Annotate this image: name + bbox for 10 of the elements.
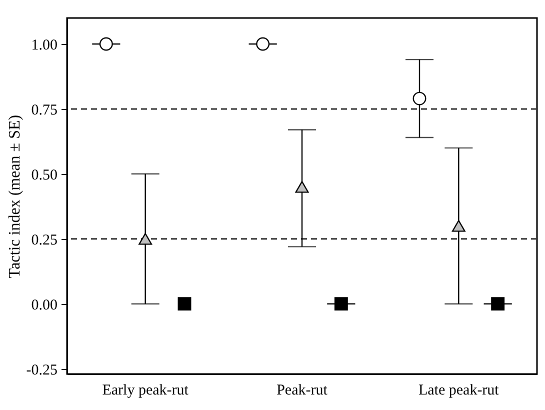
- y-tick-label: 0.00: [31, 297, 58, 314]
- y-tick-label: 1.00: [31, 37, 58, 54]
- x-tick-label: Late peak-rut: [418, 382, 500, 398]
- y-tick-label: 0.25: [31, 232, 58, 248]
- x-tick-label: Peak-rut: [276, 382, 328, 398]
- y-tick-label: 0.75: [31, 102, 58, 118]
- x-tick-label: Early peak-rut: [102, 382, 190, 398]
- y-tick-label: 0.50: [31, 167, 58, 184]
- y-axis-title: Tactic index (mean ± SE): [6, 114, 24, 278]
- y-tick-label: -0.25: [26, 362, 58, 378]
